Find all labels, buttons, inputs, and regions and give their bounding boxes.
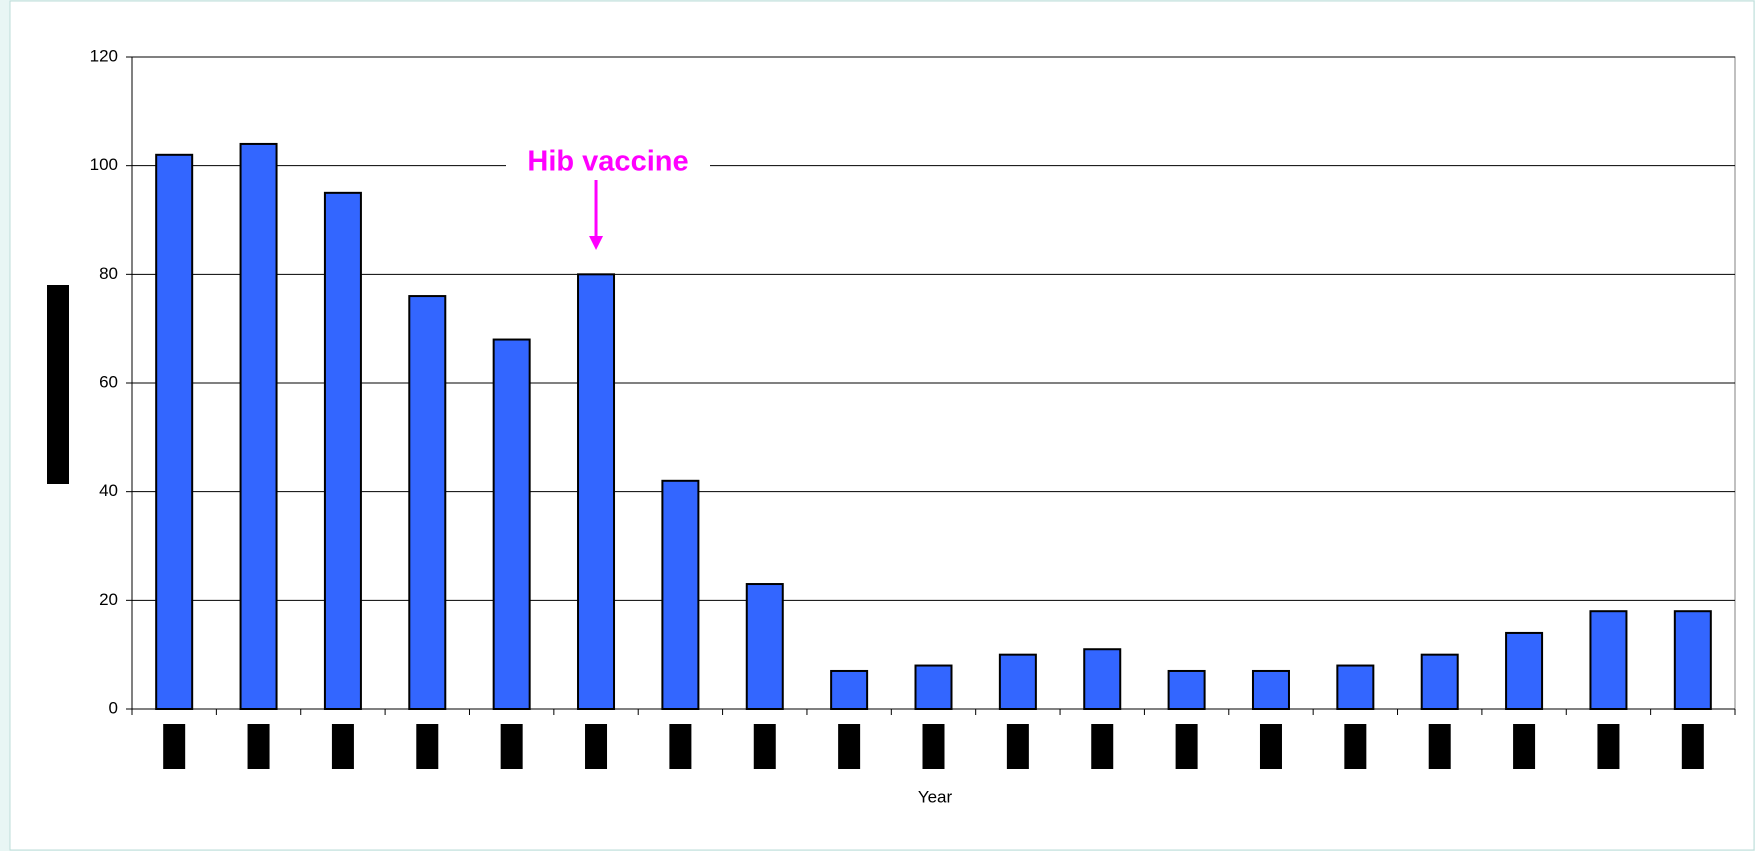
- x-tick-label-redacted: [1513, 724, 1536, 769]
- x-axis-label: Year: [918, 787, 953, 806]
- y-tick-label: 100: [90, 155, 118, 174]
- bar: [1167, 669, 1206, 711]
- y-tick-label: 60: [99, 372, 118, 391]
- x-tick-label-redacted: [247, 724, 270, 769]
- bar: [408, 295, 447, 710]
- x-tick-label-redacted: [331, 724, 354, 769]
- y-tick-label: 20: [99, 590, 118, 609]
- bar: [492, 338, 531, 710]
- bar: [155, 153, 194, 711]
- bar: [1251, 669, 1290, 711]
- x-tick-label-redacted: [1681, 724, 1704, 769]
- x-tick-label-redacted: [753, 724, 776, 769]
- x-tick-label-redacted: [163, 724, 186, 769]
- x-tick-label-redacted: [1597, 724, 1620, 769]
- x-tick-label-redacted: [585, 724, 608, 769]
- x-tick-label-redacted: [1259, 724, 1282, 769]
- x-tick-label-redacted: [922, 724, 945, 769]
- bar: [830, 669, 869, 711]
- y-tick-label: 40: [99, 481, 118, 500]
- annotation: Hib vaccine: [527, 146, 688, 178]
- y-tick-label: 80: [99, 264, 118, 283]
- bar: [323, 191, 362, 711]
- bar: [1083, 648, 1122, 711]
- bar: [1673, 610, 1712, 711]
- bar: [577, 273, 616, 710]
- bar: [914, 664, 953, 710]
- x-tick-label-redacted: [500, 724, 523, 769]
- x-tick-label-redacted: [1175, 724, 1198, 769]
- annotation-background: [506, 145, 710, 181]
- y-tick-label: 0: [109, 698, 118, 717]
- bar: [745, 583, 784, 710]
- y-axis-label-redacted: [47, 285, 69, 484]
- bar: [1336, 664, 1375, 710]
- x-tick-label-redacted: [1344, 724, 1367, 769]
- bar: [239, 142, 278, 710]
- annotation-arrowhead: [589, 236, 604, 250]
- bar: [998, 653, 1037, 711]
- x-tick-label-redacted: [838, 724, 861, 769]
- x-tick-label-redacted: [1091, 724, 1114, 769]
- y-tick-label: 120: [90, 46, 118, 65]
- x-tick-label-redacted: [416, 724, 439, 769]
- bar: [1420, 653, 1459, 711]
- x-tick-label-redacted: [669, 724, 692, 769]
- bar: [1505, 631, 1544, 711]
- bar: [1589, 610, 1628, 711]
- x-tick-label-redacted: [1428, 724, 1451, 769]
- x-tick-label-redacted: [1006, 724, 1029, 769]
- bar: [661, 479, 700, 710]
